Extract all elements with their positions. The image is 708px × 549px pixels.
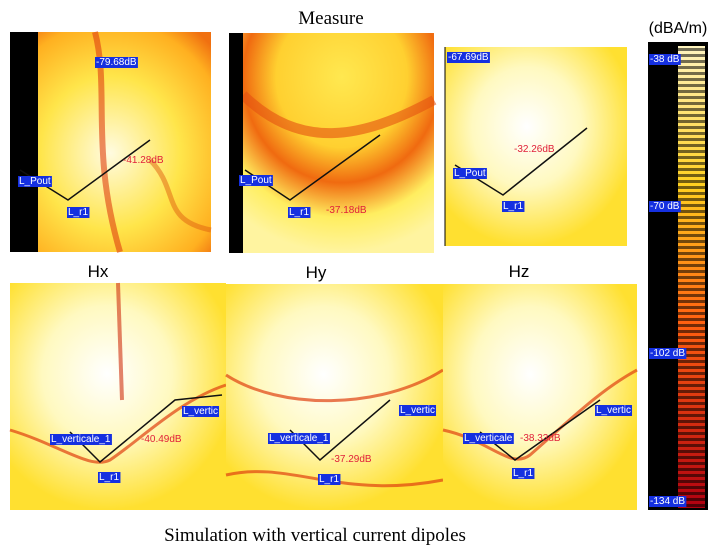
panel-label: L_r1: [289, 207, 309, 218]
panel-label: L_vertic: [596, 405, 631, 416]
panel-label: -79.68dB: [96, 57, 137, 68]
column-label: Hy: [306, 263, 327, 282]
label-box: [318, 474, 341, 485]
label-box: [453, 168, 487, 179]
panel-label: -40.49dB: [141, 434, 182, 445]
panel-label: L_r1: [99, 472, 119, 483]
label-box: [239, 175, 273, 186]
label-box: [399, 405, 437, 416]
scale-label: -38 dB: [650, 54, 680, 65]
panel: [442, 284, 638, 510]
panel-label: -37.29dB: [331, 454, 372, 465]
label-box: [649, 348, 687, 359]
column-label: Hz: [509, 262, 530, 281]
label-box: [268, 433, 330, 444]
scale-label: -70 dB: [650, 201, 680, 212]
scale-label: -134 dB: [650, 496, 685, 507]
label-box: [649, 201, 681, 212]
panel: [10, 31, 212, 253]
label-box: [98, 472, 121, 483]
label-box: [95, 57, 138, 68]
title: Measure: [298, 8, 363, 29]
panel-label: -37.18dB: [326, 205, 367, 216]
panel: [229, 33, 437, 253]
label-box: [649, 496, 687, 507]
panel: [444, 47, 627, 246]
unit: (dBA/m): [649, 20, 708, 37]
panel-label: L_r1: [319, 474, 339, 485]
label-box: [288, 207, 311, 218]
scale-label: -102 dB: [650, 348, 685, 359]
panel-label: L_verticale: [464, 433, 513, 444]
colorbar: [648, 42, 708, 510]
label-box: [595, 405, 633, 416]
label-box: [649, 54, 681, 65]
label-box: [182, 406, 220, 417]
label-box: [50, 434, 112, 445]
label-box: [502, 201, 525, 212]
panel-label: L_vertic: [183, 406, 218, 417]
label-box: [67, 207, 90, 218]
caption: Simulation with vertical current dipoles: [164, 525, 466, 546]
panel-label: -32.26dB: [514, 144, 555, 155]
panel-label: L_Pout: [240, 175, 272, 186]
panel-label: -38.33dB: [520, 433, 561, 444]
column-label: Hx: [88, 262, 109, 281]
label-box: [447, 52, 490, 63]
panel-label: L_r1: [68, 207, 88, 218]
panel-label: L_verticale_1: [269, 433, 329, 444]
panel-label: L_verticale_1: [51, 434, 111, 445]
panel-label: L_vertic: [400, 405, 435, 416]
panel-label: -41.28dB: [123, 155, 164, 166]
panel-label: L_Pout: [454, 168, 486, 179]
panel-label: L_r1: [503, 201, 523, 212]
panel-label: L_Pout: [19, 176, 51, 187]
panel-label: L_r1: [513, 468, 533, 479]
label-box: [463, 433, 514, 444]
label-box: [18, 176, 52, 187]
panel-label: -67.69dB: [448, 52, 489, 63]
label-box: [512, 468, 535, 479]
